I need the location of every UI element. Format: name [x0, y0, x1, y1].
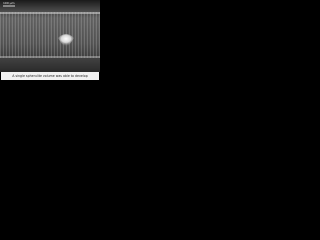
bottom-layer [0, 56, 100, 58]
caption: A single spherulite volume was able to d… [1, 72, 99, 80]
micrograph [0, 0, 100, 72]
fibrous-texture [0, 12, 100, 58]
top-layer [0, 12, 100, 14]
image-frame: 100 μm A single spherulite volume was ab… [0, 0, 100, 81]
spherulite [58, 34, 74, 46]
scale-label: 100 μm [3, 1, 15, 5]
